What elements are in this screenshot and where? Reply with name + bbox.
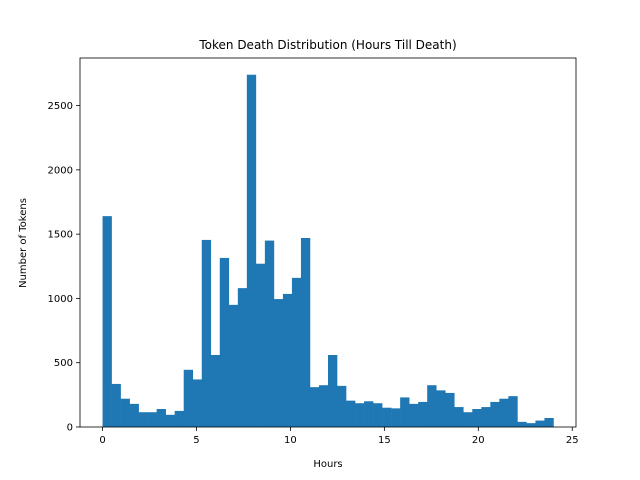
histogram-bar [364, 401, 374, 427]
histogram-bar [463, 412, 473, 427]
histogram-bar [445, 392, 455, 427]
bars-group [102, 74, 554, 427]
histogram-bar [355, 403, 365, 427]
histogram-bar [409, 403, 419, 427]
histogram-bar [120, 398, 130, 427]
x-tick-label: 0 [99, 435, 105, 446]
histogram-bar [436, 390, 446, 427]
histogram-bar [544, 418, 554, 427]
y-tick-label: 2500 [48, 101, 73, 112]
histogram-bar [264, 240, 275, 427]
x-tick-label: 25 [566, 435, 579, 446]
histogram-bar [183, 369, 194, 427]
histogram-bar [535, 420, 545, 427]
y-tick-label: 1500 [48, 230, 73, 241]
histogram-bar [346, 400, 356, 427]
histogram-bar [481, 407, 491, 427]
histogram-bar [328, 355, 338, 427]
histogram-bar [246, 74, 257, 427]
histogram-bar [273, 299, 284, 427]
histogram-bar [454, 407, 464, 427]
histogram-bar [138, 412, 148, 427]
x-tick-label: 10 [284, 435, 297, 446]
x-axis-ticks: 0 5 10 15 20 25 [99, 427, 579, 446]
histogram-bar [526, 423, 536, 427]
histogram-bar [517, 421, 527, 427]
chart-title: Token Death Distribution (Hours Till Dea… [198, 38, 456, 52]
histogram-bar [129, 403, 139, 427]
histogram-bar [291, 277, 302, 427]
histogram-bar [174, 410, 185, 427]
histogram-bar [382, 407, 392, 427]
histogram-bar [111, 383, 121, 427]
y-tick-label: 1000 [48, 294, 73, 305]
histogram-bar [165, 414, 175, 427]
histogram-bar [237, 288, 248, 427]
x-tick-label: 20 [472, 435, 485, 446]
x-axis-label: Hours [313, 459, 342, 470]
x-tick-label: 5 [193, 435, 199, 446]
histogram-bar [427, 385, 437, 427]
histogram-bar [309, 387, 320, 427]
histogram-bar [508, 396, 518, 427]
histogram-bar [391, 408, 401, 427]
histogram-bar [318, 385, 329, 427]
histogram-bar [472, 409, 482, 427]
histogram-bar [156, 409, 166, 427]
plot-frame [79, 57, 577, 428]
y-tick-label: 0 [67, 423, 73, 434]
histogram-bar [282, 293, 293, 427]
histogram-bar [201, 239, 212, 427]
histogram-bar [219, 257, 230, 427]
histogram-bar [490, 401, 500, 427]
y-tick-label: 500 [54, 358, 73, 369]
histogram-bar [192, 379, 203, 427]
histogram-bar [102, 216, 112, 427]
x-tick-label: 15 [378, 435, 391, 446]
histogram-bar [337, 385, 347, 427]
histogram-bar [210, 355, 221, 427]
y-tick-label: 2000 [48, 165, 73, 176]
histogram-bar [418, 401, 428, 427]
histogram-bar [373, 403, 383, 427]
y-axis-ticks: 0 500 1000 1500 2000 2500 [48, 101, 80, 434]
histogram-bar [300, 238, 311, 427]
histogram-bar [228, 304, 239, 427]
histogram-bar [499, 398, 509, 427]
y-axis-label: Number of Tokens [18, 198, 29, 288]
histogram-bar [147, 412, 157, 427]
histogram-bar [400, 397, 410, 427]
histogram-bar [255, 263, 266, 427]
